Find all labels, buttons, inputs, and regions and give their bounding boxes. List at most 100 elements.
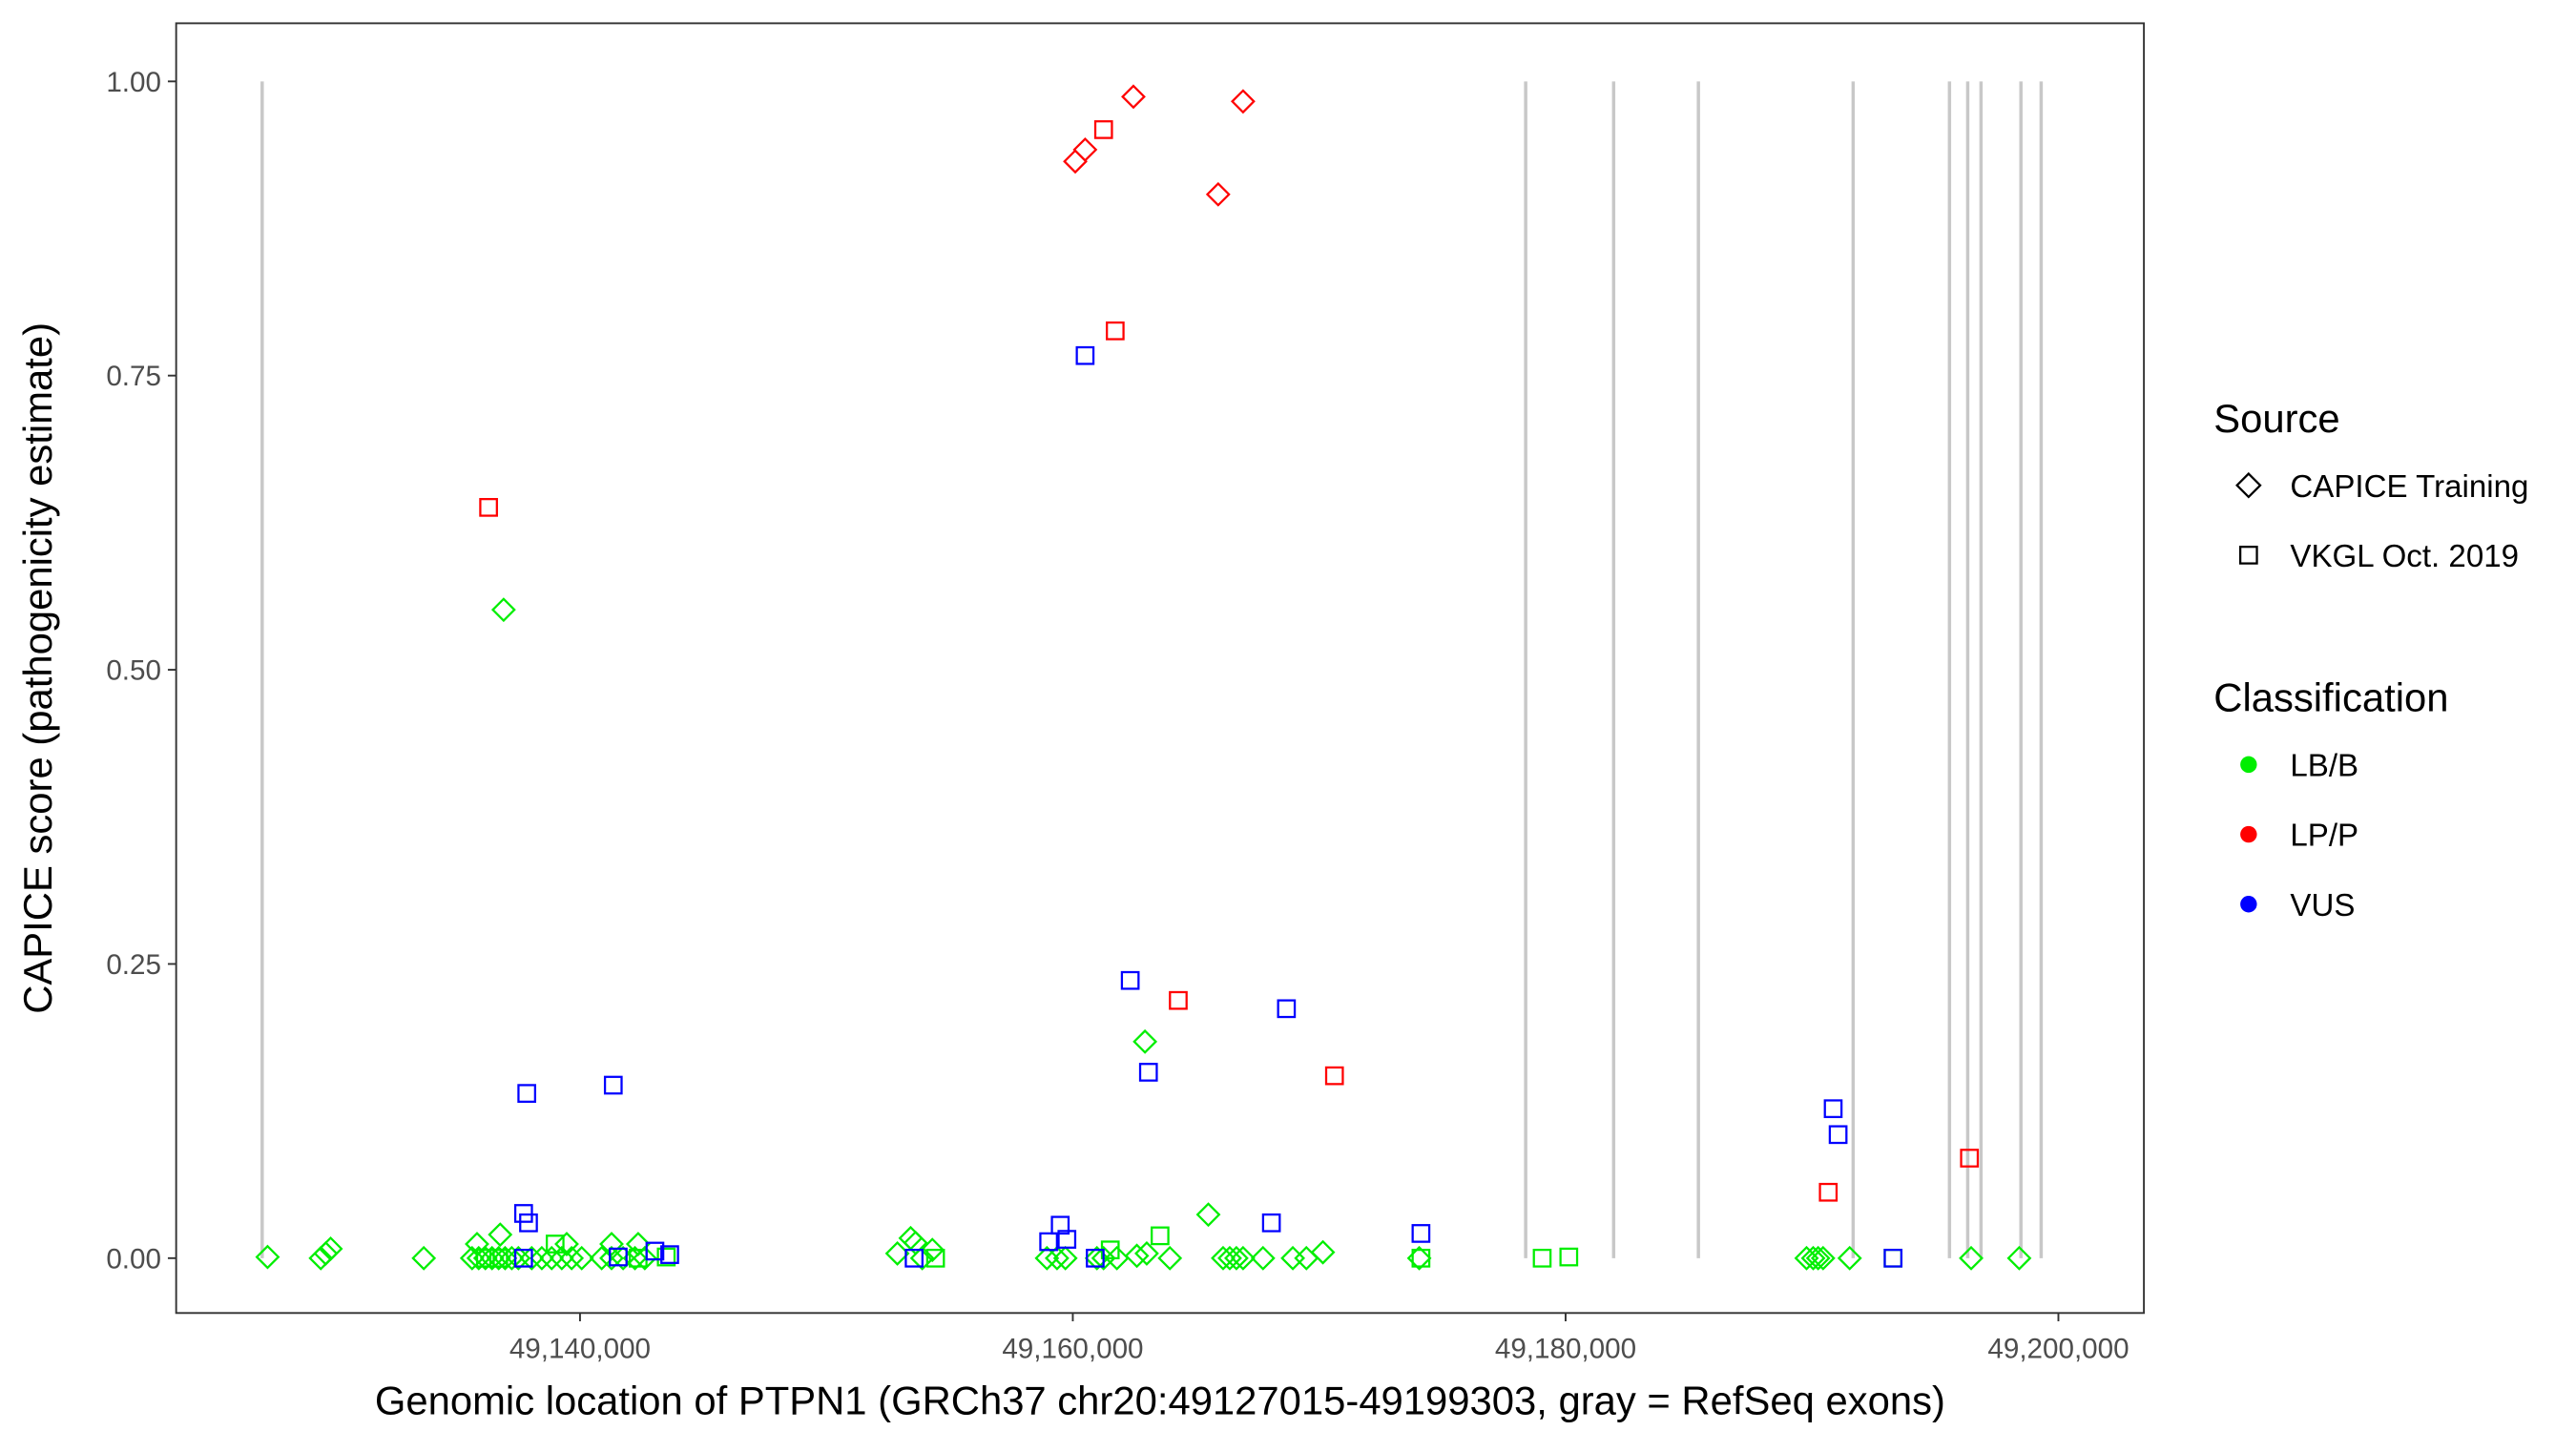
point-square bbox=[1883, 1248, 1903, 1268]
point-diamond bbox=[1205, 181, 1231, 207]
point-diamond bbox=[1124, 1243, 1150, 1269]
point-square bbox=[1151, 1226, 1170, 1246]
point-square bbox=[1120, 970, 1140, 990]
point-diamond bbox=[1794, 1245, 1819, 1271]
point-square bbox=[1086, 1248, 1105, 1268]
point-diamond bbox=[490, 597, 516, 623]
point-diamond bbox=[1959, 1245, 1984, 1271]
point-square bbox=[1057, 1230, 1077, 1249]
point-diamond bbox=[1280, 1245, 1305, 1271]
y-tick-label: 0.00 bbox=[106, 1243, 161, 1275]
point-square bbox=[656, 1247, 676, 1267]
point-diamond bbox=[308, 1245, 334, 1271]
exon-lines bbox=[260, 81, 2044, 1258]
plot-panel-border bbox=[175, 22, 2146, 1315]
point-square bbox=[1559, 1247, 1579, 1267]
point-diamond bbox=[1132, 1028, 1158, 1054]
dot-icon bbox=[2240, 756, 2257, 774]
point-square bbox=[1828, 1125, 1848, 1145]
point-diamond bbox=[1810, 1245, 1836, 1271]
point-diamond bbox=[554, 1232, 579, 1256]
point-diamond bbox=[559, 1245, 585, 1271]
point-diamond bbox=[884, 1240, 910, 1266]
point-square bbox=[1411, 1248, 1431, 1268]
point-diamond bbox=[318, 1236, 343, 1261]
point-square bbox=[475, 1248, 495, 1268]
point-diamond bbox=[539, 1245, 565, 1271]
point-square bbox=[519, 1213, 538, 1233]
point-diamond bbox=[1230, 1245, 1256, 1271]
point-diamond bbox=[1052, 1245, 1078, 1271]
dot-icon bbox=[2240, 896, 2257, 913]
point-square bbox=[645, 1241, 665, 1261]
point-diamond bbox=[1121, 84, 1146, 110]
point-square bbox=[1093, 120, 1113, 139]
point-diamond bbox=[1217, 1245, 1242, 1271]
point-diamond bbox=[1230, 89, 1256, 114]
point-diamond bbox=[625, 1232, 651, 1256]
point-square bbox=[488, 1248, 509, 1268]
point-square bbox=[513, 1248, 533, 1268]
point-square bbox=[660, 1245, 679, 1264]
legend-label: LP/P bbox=[2290, 819, 2358, 854]
y-tick-label: 0.50 bbox=[106, 655, 161, 687]
x-tick-label: 49,180,000 bbox=[1495, 1333, 1636, 1364]
point-diamond bbox=[1195, 1202, 1221, 1228]
point-diamond bbox=[1310, 1239, 1336, 1265]
point-diamond bbox=[569, 1245, 594, 1271]
point-diamond bbox=[599, 1232, 624, 1256]
point-square bbox=[1277, 999, 1297, 1019]
legend: Source CAPICE Training VKGL Oct. 2019 Cl… bbox=[2213, 396, 2528, 923]
point-square bbox=[603, 1075, 623, 1095]
legend-classification-title: Classification bbox=[2213, 675, 2448, 720]
legend-item-vus: VUS bbox=[2240, 888, 2355, 923]
point-diamond bbox=[519, 1245, 545, 1271]
point-square bbox=[629, 1248, 648, 1268]
point-diamond bbox=[1063, 149, 1088, 175]
y-tick-label: 0.25 bbox=[106, 949, 161, 981]
legend-label: LB/B bbox=[2290, 749, 2358, 784]
point-diamond bbox=[313, 1240, 339, 1266]
point-square bbox=[904, 1248, 924, 1268]
dot-icon bbox=[2240, 825, 2257, 843]
point-square bbox=[1411, 1224, 1431, 1243]
legend-label: CAPICE Training bbox=[2290, 469, 2528, 505]
x-tick-label: 49,200,000 bbox=[1987, 1333, 2129, 1364]
x-tick-label: 49,160,000 bbox=[1002, 1333, 1143, 1364]
point-square bbox=[513, 1204, 533, 1223]
point-diamond bbox=[411, 1245, 437, 1271]
point-diamond bbox=[488, 1222, 513, 1248]
point-square bbox=[1324, 1066, 1344, 1086]
point-diamond bbox=[499, 1245, 525, 1271]
x-axis: 49,140,000 49,160,000 49,180,000 49,200,000 bbox=[509, 1313, 2129, 1364]
point-diamond bbox=[549, 1245, 574, 1271]
point-square bbox=[1075, 345, 1095, 365]
point-diamond bbox=[1104, 1245, 1130, 1271]
point-square bbox=[1960, 1149, 1980, 1168]
point-diamond bbox=[1044, 1245, 1070, 1271]
point-square bbox=[1169, 990, 1188, 1010]
point-diamond bbox=[2006, 1245, 2032, 1271]
square-icon bbox=[2238, 546, 2258, 565]
legend-item-lbb: LB/B bbox=[2240, 749, 2358, 784]
point-square bbox=[1532, 1248, 1552, 1268]
data-points bbox=[255, 84, 2032, 1271]
point-square bbox=[609, 1247, 628, 1267]
point-diamond bbox=[1224, 1245, 1249, 1271]
point-square bbox=[1818, 1182, 1839, 1202]
point-square bbox=[1823, 1099, 1843, 1119]
point-diamond bbox=[1250, 1245, 1276, 1271]
point-square bbox=[546, 1234, 565, 1254]
legend-label: VUS bbox=[2290, 888, 2355, 923]
point-square bbox=[1138, 1063, 1158, 1082]
x-tick-label: 49,140,000 bbox=[509, 1333, 651, 1364]
legend-item-lpp: LP/P bbox=[2240, 819, 2358, 854]
legend-source-title: Source bbox=[2213, 396, 2339, 441]
point-square bbox=[1883, 1248, 1903, 1268]
point-square bbox=[1050, 1215, 1070, 1235]
point-diamond bbox=[255, 1244, 280, 1270]
point-diamond bbox=[1034, 1245, 1060, 1271]
diamond-icon bbox=[2235, 471, 2262, 499]
point-diamond bbox=[920, 1237, 945, 1263]
